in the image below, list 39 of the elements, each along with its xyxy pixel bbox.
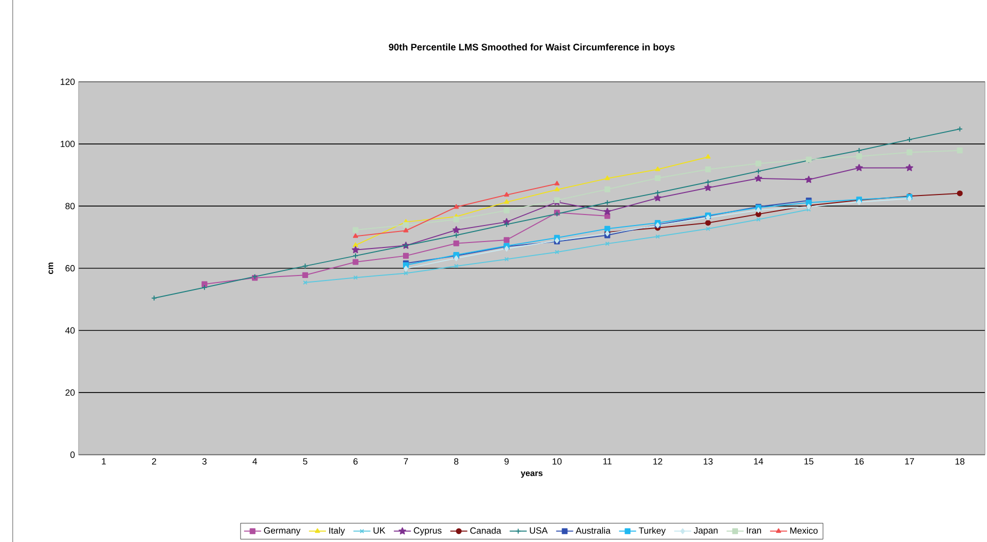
x-tick-label: 7 [404,458,408,464]
y-tick-label: 120 [60,78,75,85]
legend-label: Japan [694,527,718,536]
x-axis-title: years [520,471,543,478]
legend-label: USA [530,527,548,534]
x-tick-label: 4 [252,458,258,464]
x-tick-label: 11 [603,458,612,464]
y-tick-label: 20 [66,389,75,396]
x-tick-label: 9 [504,458,509,464]
legend-label: Canada [470,526,502,534]
x-tick-label: 13 [704,458,713,464]
y-tick-label: 60 [66,264,75,272]
x-tick-label: 15 [804,458,814,464]
x-tick-label: 5 [303,458,308,464]
y-tick-label: 80 [65,202,75,210]
legend-label: Italy [329,526,345,536]
legend-label: Turkey [638,526,666,536]
x-tick-label: 16 [854,458,864,464]
x-tick-label: 2 [152,458,156,464]
legend-label: Cyprus [414,527,442,536]
legend-label: UK [374,527,386,534]
y-axis-title: cm [48,262,54,274]
legend-label: Germany [264,527,300,536]
legend-label: Mexico [790,526,818,534]
y-tick-label: 40 [65,326,75,334]
legend-label: Iran [746,527,762,534]
chart-title: 90th Percentile LMS Smoothed for Waist Circumference in boys [388,43,675,52]
x-tick-label: 18 [956,458,964,464]
x-tick-label: 10 [552,458,562,464]
x-tick-label: 8 [454,458,458,464]
y-tick-label: 0 [70,451,75,458]
x-tick-label: 14 [754,458,764,464]
x-tick-label: 3 [202,458,207,464]
y-tick-label: 100 [60,140,75,147]
x-tick-label: 1 [102,458,106,464]
x-tick-label: 17 [905,458,914,464]
x-tick-label: 6 [353,458,358,464]
x-tick-label: 12 [653,458,662,464]
legend-label: Australia [576,526,611,534]
